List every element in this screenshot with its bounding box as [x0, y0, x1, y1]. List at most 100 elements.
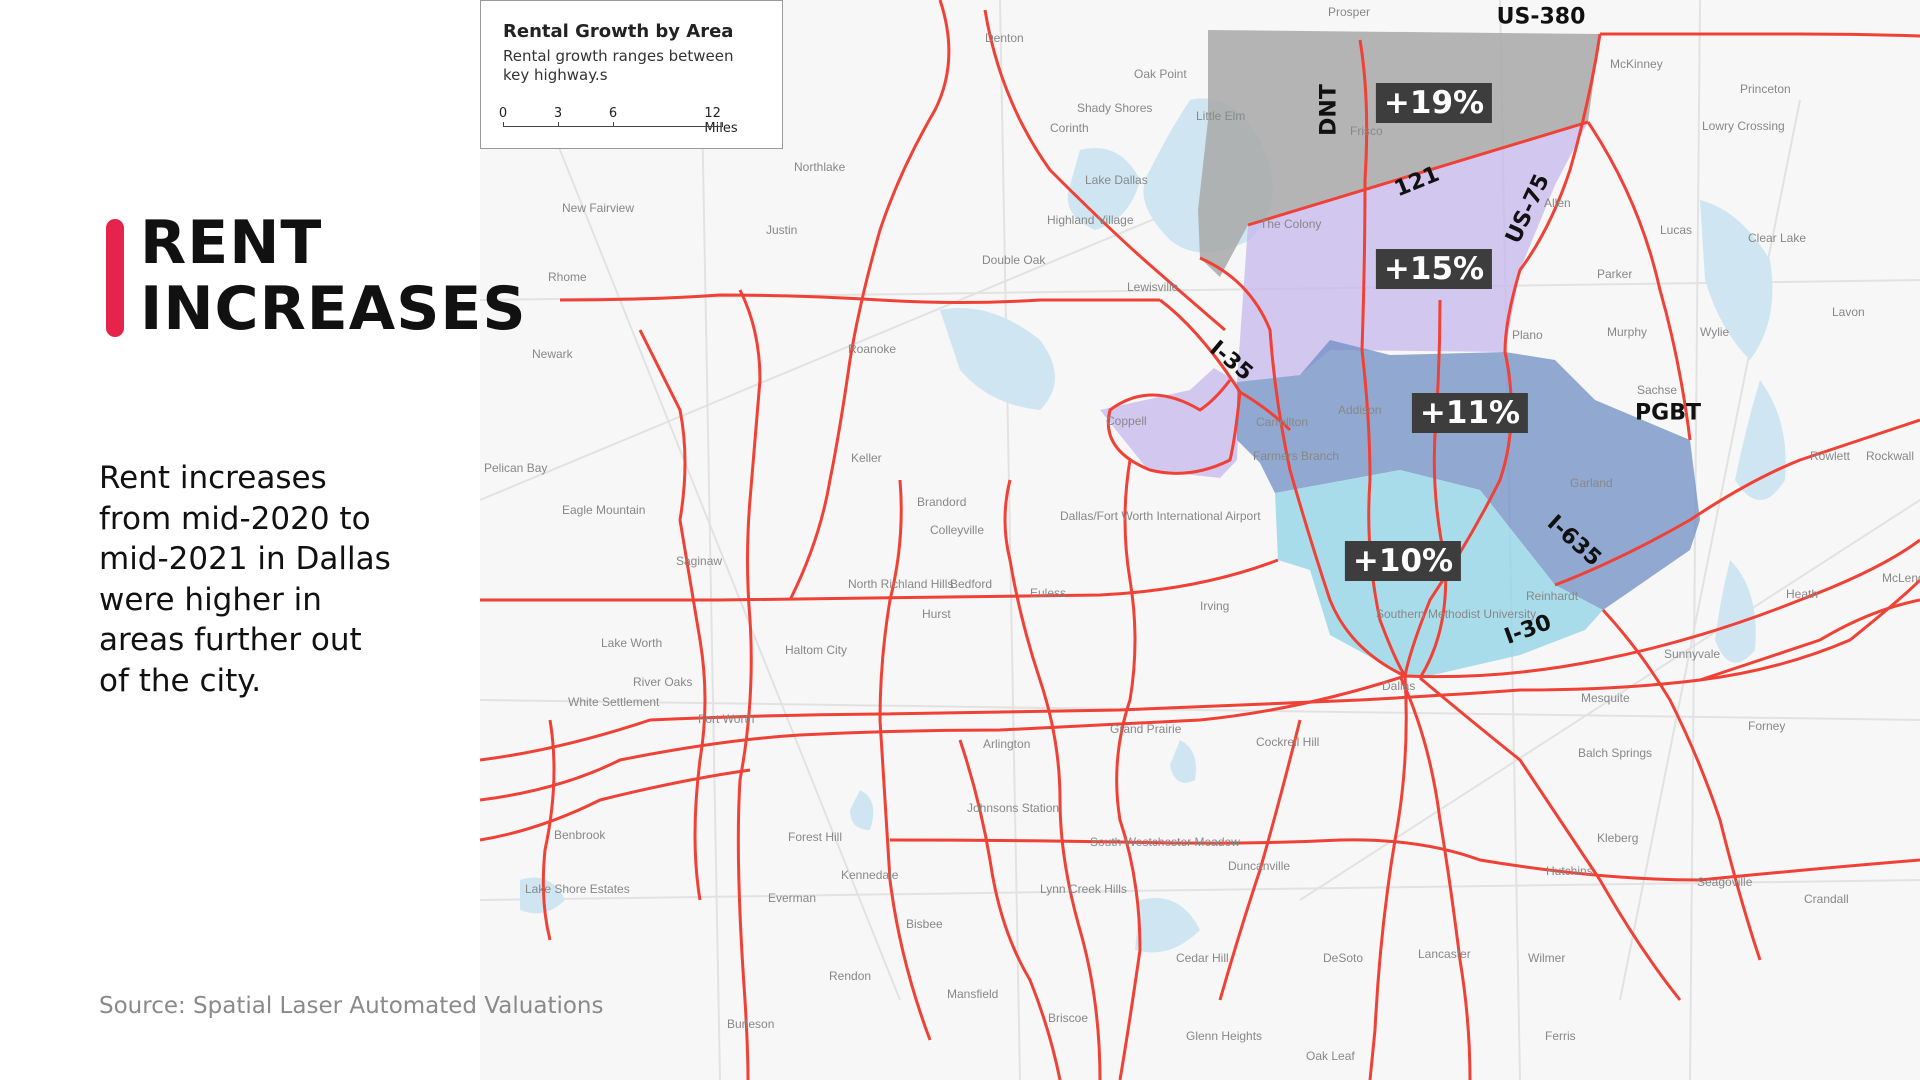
place-label: Crandall [1804, 892, 1849, 906]
place-label: Bedford [950, 577, 992, 591]
place-label: Arlington [983, 737, 1030, 751]
zone-19-area [1198, 30, 1600, 277]
place-label: McLendon-Chisholm [1882, 571, 1920, 585]
zone-label-11: +11% [1411, 393, 1529, 433]
place-label: Forest Hill [788, 830, 842, 844]
place-label: Wylie [1700, 325, 1730, 339]
source-note: Source: Spatial Laser Automated Valuatio… [99, 993, 604, 1019]
place-label: Garland [1570, 476, 1613, 490]
place-label: Sunnyvale [1664, 647, 1720, 661]
place-label: DeSoto [1323, 951, 1363, 965]
place-label: Dallas [1382, 679, 1415, 693]
place-label: Newark [532, 347, 574, 361]
place-label: Mesquite [1581, 691, 1630, 705]
page-title: RENT INCREASES [140, 210, 527, 342]
place-label: Double Oak [982, 253, 1046, 267]
place-label: McKinney [1610, 57, 1663, 71]
description-text: Rent increases from mid-2020 to mid-2021… [99, 460, 391, 699]
title-line-2: INCREASES [140, 274, 527, 344]
map-legend: Rental Growth by Area Rental growth rang… [480, 0, 783, 149]
place-label: Addison [1338, 403, 1381, 417]
zone-label-15: +15% [1375, 249, 1493, 289]
place-label: Fort Worth [698, 712, 754, 726]
highway-label-us380: US-380 [1496, 4, 1586, 30]
place-label: Lewisville [1127, 280, 1179, 294]
scale-mark [613, 122, 614, 127]
place-label: Little Elm [1196, 109, 1245, 123]
place-label: Justin [766, 223, 797, 237]
place-label: Kleberg [1597, 831, 1638, 845]
scale-tick: 0 [498, 106, 508, 121]
place-label: Lynn Creek Hills [1040, 882, 1127, 896]
place-label: White Settlement [568, 695, 660, 709]
place-label: Hutchins [1546, 864, 1593, 878]
place-label: Rhome [548, 270, 587, 284]
place-label: The Colony [1260, 217, 1321, 231]
place-label: Eagle Mountain [562, 503, 645, 517]
legend-title: Rental Growth by Area [503, 21, 734, 42]
place-label: Cedar Hill [1176, 951, 1229, 965]
place-label: Haltom City [785, 643, 847, 657]
place-label: Kennedale [841, 868, 899, 882]
place-label: Highland Village [1047, 213, 1134, 227]
zone-label-10: +10% [1344, 541, 1462, 581]
zone-11-area [1237, 340, 1700, 610]
legend-subtitle: Rental growth ranges between key highway… [503, 47, 734, 84]
place-label: Forney [1748, 719, 1785, 733]
place-label: Benbrook [554, 828, 606, 842]
place-label: Lancaster [1418, 947, 1471, 961]
place-label: Briscoe [1048, 1011, 1088, 1025]
place-label: Euless [1030, 586, 1066, 600]
place-label: Cockrell Hill [1256, 735, 1319, 749]
place-label: Murphy [1607, 325, 1647, 339]
place-label: Corinth [1050, 121, 1089, 135]
place-label: Ferris [1545, 1029, 1576, 1043]
place-label: Hurst [922, 607, 951, 621]
place-label: Irving [1200, 599, 1229, 613]
place-label: Farmers Branch [1253, 449, 1339, 463]
place-label: Carrollton [1256, 415, 1308, 429]
place-label: Seagoville [1697, 875, 1753, 889]
place-label: Saginaw [676, 554, 722, 568]
place-label: Denton [985, 31, 1024, 45]
place-label: Reinhardt [1526, 589, 1579, 603]
place-label: South Westchester Meadow [1090, 835, 1240, 849]
place-label: Lake Worth [601, 636, 662, 650]
place-label: Shady Shores [1077, 101, 1152, 115]
place-label: Glenn Heights [1186, 1029, 1262, 1043]
scale-bar: 0 3 6 12 Miles [499, 106, 748, 136]
place-label: Allen [1544, 196, 1571, 210]
place-label: Princeton [1740, 82, 1791, 96]
scale-mark [558, 122, 559, 127]
place-label: Northlake [794, 160, 846, 174]
place-label: Rendon [829, 969, 871, 983]
place-label: Pelican Bay [484, 461, 547, 475]
place-label: Lavon [1832, 305, 1865, 319]
minor-roads [479, 0, 1920, 1080]
place-labels: Denton Prosper McKinney Princeton Frisco… [484, 5, 1920, 1063]
scale-tick: 6 [608, 106, 618, 121]
place-label: North Richland Hills [848, 577, 953, 591]
scale-mark [722, 122, 723, 127]
title-accent-bar [106, 219, 124, 337]
place-label: Bisbee [906, 917, 943, 931]
place-label: Parker [1597, 267, 1632, 281]
place-label: Roanoke [848, 342, 896, 356]
place-label: Lowry Crossing [1702, 119, 1785, 133]
place-label: Balch Springs [1578, 746, 1652, 760]
place-label: Wilmer [1528, 951, 1565, 965]
place-label: Lake Shore Estates [525, 882, 630, 896]
place-label: Rowlett [1810, 449, 1851, 463]
scale-tick: 12 Miles [704, 106, 738, 136]
place-label: New Fairview [562, 201, 634, 215]
zone-label-19: +19% [1375, 83, 1493, 123]
place-label: Oak Point [1134, 67, 1187, 81]
place-label: Frisco [1350, 124, 1383, 138]
highway-label-pgbt: PGBT [1635, 400, 1701, 426]
highways [479, 0, 1920, 1080]
place-label: Grand Prairie [1110, 722, 1182, 736]
place-label: Mansfield [947, 987, 998, 1001]
place-label: Prosper [1328, 5, 1370, 19]
place-label: Coppell [1106, 414, 1147, 428]
